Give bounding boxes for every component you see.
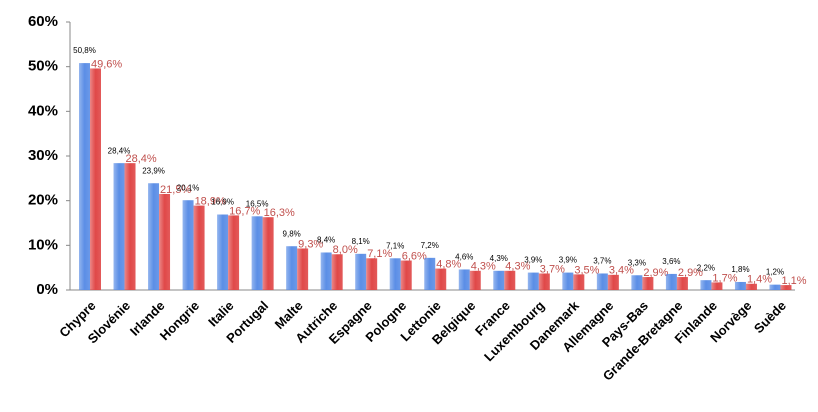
bar: [734, 281, 746, 290]
bar: [631, 275, 643, 290]
value-label: 3,7%: [540, 263, 565, 275]
bar: [90, 68, 101, 290]
value-label: 16,5%: [246, 199, 269, 208]
value-label: 7,1%: [367, 248, 392, 260]
bar: [251, 216, 263, 290]
bar: [665, 273, 677, 290]
value-label: 9,3%: [298, 238, 323, 250]
bar: [745, 283, 757, 290]
bar: [331, 254, 343, 290]
value-label: 2,9%: [643, 267, 668, 279]
bar: [458, 269, 470, 290]
bar: [676, 277, 688, 290]
value-label: 1,7%: [712, 272, 737, 284]
value-label: 6,6%: [402, 250, 427, 262]
bar: [193, 205, 205, 290]
value-label: 49,6%: [91, 58, 122, 70]
value-label: 2,9%: [678, 267, 703, 279]
bar: [320, 252, 332, 290]
value-label: 28,4%: [126, 153, 157, 165]
bar: [607, 274, 619, 290]
y-tick-label: 40%: [28, 102, 58, 119]
value-label: 28,4%: [108, 146, 131, 155]
y-tick-label: 60%: [28, 13, 58, 30]
value-label: 20,1%: [177, 183, 200, 192]
value-label: 23,9%: [142, 166, 165, 175]
bar: [538, 273, 550, 290]
bar: [159, 193, 171, 290]
value-label: 2,2%: [697, 263, 715, 272]
value-label: 3,9%: [524, 256, 542, 265]
y-tick-label: 0%: [36, 281, 58, 298]
bar: [573, 274, 585, 290]
bar: [711, 282, 723, 290]
value-label: 16,7%: [229, 205, 260, 217]
value-label: 1,4%: [747, 274, 772, 286]
value-label: 16,3%: [264, 207, 295, 219]
value-label: 9,8%: [283, 229, 301, 238]
y-tick-label: 20%: [28, 192, 58, 209]
value-label: 4,3%: [471, 261, 496, 273]
bar: [596, 273, 608, 290]
x-tick-label: Suède: [751, 298, 789, 336]
value-label: 4,3%: [505, 261, 530, 273]
value-label: 50,8%: [73, 46, 96, 55]
bar: [469, 270, 481, 290]
value-label: 4,3%: [490, 254, 508, 263]
bar: [769, 284, 781, 290]
bar: [228, 215, 240, 290]
value-label: 3,9%: [559, 256, 577, 265]
value-label: 1,1%: [781, 275, 806, 287]
value-label: 3,6%: [662, 257, 680, 266]
y-tick-label: 10%: [28, 236, 58, 253]
bar: [262, 217, 274, 290]
value-label: 8,0%: [333, 244, 358, 256]
value-label: 3,3%: [628, 258, 646, 267]
value-label: 8,1%: [352, 237, 370, 246]
bar: [355, 253, 367, 290]
value-label: 3,4%: [609, 265, 634, 277]
bar: [562, 272, 574, 290]
value-label: 1,8%: [731, 265, 749, 274]
bar: [642, 277, 654, 290]
bar: [780, 285, 792, 290]
value-label: 4,6%: [455, 253, 473, 262]
bar: [527, 272, 539, 290]
value-label: 4,8%: [436, 258, 461, 270]
bar: [389, 258, 401, 290]
value-label: 8,4%: [317, 236, 335, 245]
bar: [700, 280, 712, 290]
bar: [366, 258, 378, 290]
bar: [148, 183, 160, 290]
x-tick-label: Italie: [205, 298, 237, 330]
value-label: 3,7%: [593, 257, 611, 266]
y-tick-label: 50%: [28, 58, 58, 75]
bar: [182, 200, 194, 290]
bar: [79, 63, 90, 290]
value-label: 7,2%: [421, 241, 439, 250]
bar: [435, 268, 447, 290]
bar: [297, 248, 309, 290]
bar: [493, 270, 505, 290]
bar: [424, 257, 436, 290]
bar: [286, 246, 298, 290]
value-label: 7,1%: [386, 241, 404, 250]
value-label: 1,2%: [766, 268, 784, 277]
bar: [400, 260, 412, 290]
value-label: 18,9%: [195, 195, 226, 207]
bar: [113, 163, 125, 290]
bar: [124, 163, 136, 290]
value-label: 3,5%: [574, 264, 599, 276]
bar: [217, 214, 229, 290]
y-tick-label: 30%: [28, 147, 58, 164]
bar: [504, 270, 516, 290]
value-label: 21,5%: [160, 184, 191, 196]
value-label: 16,9%: [211, 198, 234, 207]
